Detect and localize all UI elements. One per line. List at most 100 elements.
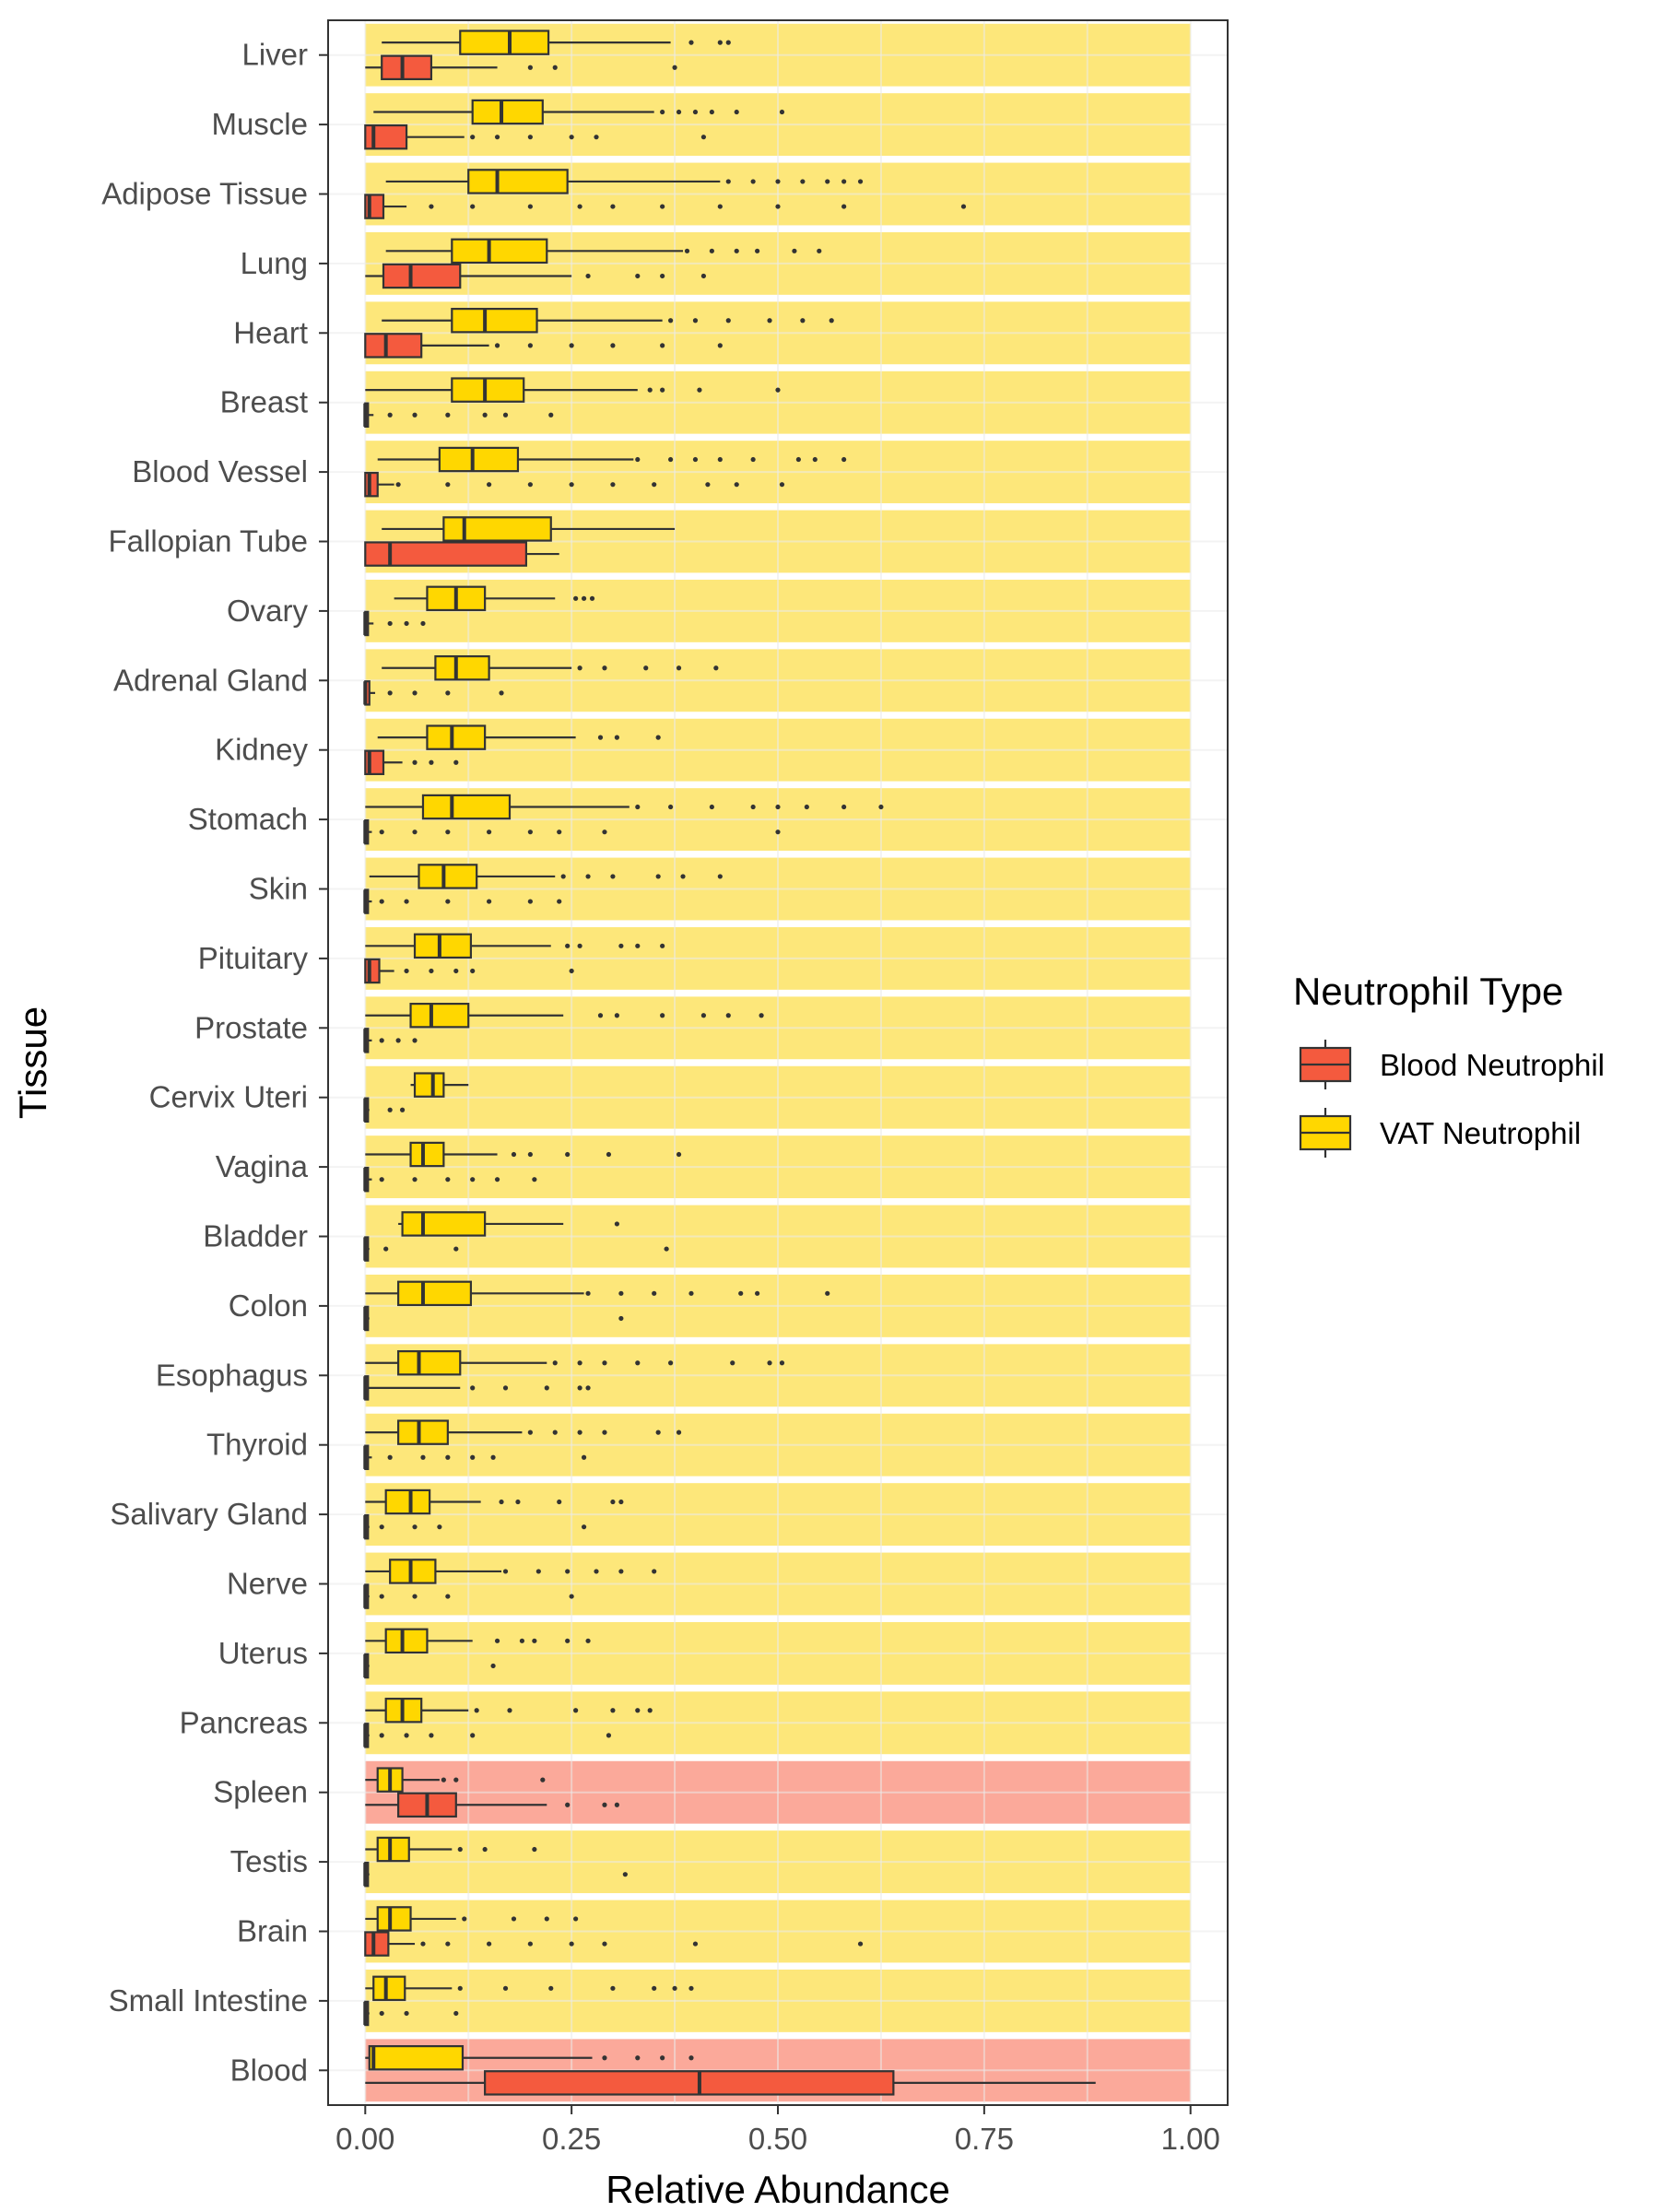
outlier-point [709, 804, 714, 810]
y-tick-label: Blood Vessel [132, 454, 308, 488]
x-tick-label: 0.00 [335, 2122, 394, 2156]
vat-box-28 [365, 1975, 694, 2002]
y-tick-label: Muscle [211, 107, 308, 141]
legend: Neutrophil Type Blood Neutrophil VAT Neut… [1293, 970, 1605, 1158]
outlier-point [635, 1360, 641, 1366]
outlier-point [404, 1733, 409, 1738]
outlier-point [379, 1594, 384, 1599]
outlier-point [527, 1151, 533, 1158]
vat-box-6 [377, 446, 847, 473]
outlier-point [544, 1916, 549, 1922]
y-tick-label: Salivary Gland [110, 1497, 308, 1531]
outlier-point [445, 1594, 451, 1599]
outlier-point [412, 1524, 418, 1530]
outlier-point [692, 318, 699, 324]
outlier-point [573, 1916, 579, 1922]
outlier-point [676, 665, 682, 671]
outlier-point [532, 1177, 537, 1182]
outlier-point [725, 179, 731, 184]
outlier-point [635, 804, 641, 810]
outlier-point [544, 1385, 549, 1391]
outlier-point [667, 456, 674, 463]
outlier-point [767, 318, 772, 324]
outlier-point [502, 1569, 509, 1574]
outlier-point [445, 899, 451, 904]
outlier-point [457, 1985, 463, 1991]
x-tick-label: 0.50 [748, 2122, 807, 2156]
vat-box-18 [365, 1280, 830, 1307]
outlier-point [647, 387, 653, 393]
outlier-point [700, 1013, 707, 1018]
y-tick-label: Spleen [213, 1775, 308, 1809]
outlier-point [717, 456, 723, 463]
outlier-point [494, 1638, 500, 1643]
vat-box-20 [365, 1419, 682, 1445]
outlier-point [487, 830, 492, 835]
outlier-point [412, 412, 418, 418]
legend-label: VAT Neutrophil [1380, 1116, 1581, 1150]
y-tick-label: Ovary [227, 594, 309, 628]
x-tick-label: 0.25 [542, 2122, 601, 2156]
outlier-point [577, 665, 582, 671]
outlier-point [602, 1430, 607, 1435]
outlier-point [878, 804, 884, 810]
outlier-point [667, 804, 674, 810]
outlier-point [470, 1385, 476, 1391]
blood-box-23 [363, 1653, 496, 1679]
outlier-point [494, 1177, 500, 1182]
outlier-point [412, 830, 418, 835]
box [467, 169, 569, 194]
outlier-point [499, 1499, 504, 1505]
outlier-point [667, 1360, 674, 1366]
outlier-point [462, 1916, 467, 1922]
outlier-point [445, 482, 451, 488]
box [442, 516, 552, 542]
vat-box-5 [365, 377, 781, 403]
outlier-point [652, 1569, 657, 1574]
blood-box-25 [365, 1792, 619, 1818]
outlier-point [581, 1524, 587, 1530]
outlier-point [709, 248, 714, 253]
legend-label: Blood Neutrophil [1380, 1048, 1605, 1082]
blood-box-16 [363, 1166, 537, 1193]
outlier-point [569, 343, 574, 348]
outlier-point [725, 318, 731, 324]
outlier-point [395, 1038, 401, 1043]
outlier-point [594, 135, 599, 140]
outlier-point [379, 1038, 384, 1043]
x-axis-title: Relative Abundance [606, 2168, 950, 2211]
box [438, 446, 520, 473]
outlier-point [660, 273, 665, 279]
outlier-point [610, 204, 616, 209]
blood-box-28 [363, 2000, 459, 2027]
outlier-point [470, 968, 476, 974]
legend-item: Blood Neutrophil [1299, 1040, 1605, 1089]
y-tick-label: Stomach [188, 802, 308, 836]
outlier-point [453, 2010, 459, 2017]
outlier-point [527, 899, 533, 904]
blood-box-17 [363, 1236, 669, 1262]
vat-box-26 [365, 1836, 537, 1863]
vat-box-15 [410, 1072, 469, 1098]
outlier-point [734, 248, 739, 253]
outlier-point [527, 830, 533, 835]
blood-box-27 [364, 1931, 864, 1957]
outlier-point [610, 1708, 616, 1713]
outlier-point [841, 204, 847, 209]
y-tick-label: Testis [230, 1844, 308, 1878]
outlier-point [759, 1013, 764, 1018]
vat-box-22 [365, 1559, 657, 1584]
outlier-point [775, 830, 781, 835]
vat-box-1 [373, 99, 785, 125]
outlier-point [387, 620, 393, 627]
outlier-point [585, 273, 591, 279]
outlier-point [560, 874, 566, 879]
outlier-point [420, 1941, 426, 1947]
blood-box-29 [365, 2070, 1096, 2096]
y-tick-label: Cervix Uteri [149, 1080, 308, 1114]
outlier-point [387, 690, 393, 696]
vat-box-4 [382, 307, 834, 334]
outlier-point [470, 135, 476, 140]
box [364, 333, 423, 359]
